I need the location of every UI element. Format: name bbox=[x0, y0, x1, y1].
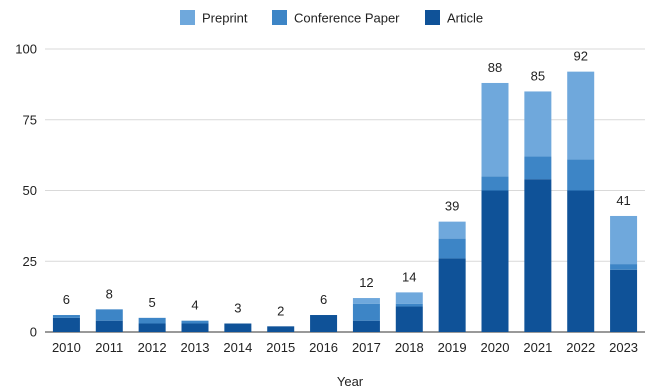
data-label: 39 bbox=[445, 199, 459, 214]
bar-segment bbox=[352, 320, 380, 332]
legend-swatch bbox=[425, 10, 440, 25]
bars bbox=[52, 71, 638, 332]
x-tick-label: 2016 bbox=[309, 340, 338, 355]
x-tick-label: 2011 bbox=[95, 340, 123, 355]
bar-segment bbox=[481, 176, 509, 191]
bar-segment bbox=[524, 156, 552, 180]
data-label: 14 bbox=[402, 269, 416, 284]
bar-segment bbox=[567, 159, 595, 191]
x-axis-ticks: 2010 2011 2012 2013 2014 2015 2016 2017 2018 2019… bbox=[52, 340, 638, 355]
bar-segment bbox=[138, 317, 166, 324]
bar-segment bbox=[481, 190, 509, 332]
x-tick-label: 2015 bbox=[266, 340, 295, 355]
y-tick-label: 0 bbox=[30, 325, 37, 340]
data-label: 12 bbox=[359, 275, 373, 290]
bar-segment bbox=[181, 323, 209, 332]
x-tick-label: 2019 bbox=[438, 340, 467, 355]
data-label: 3 bbox=[234, 301, 241, 316]
bar-segment bbox=[567, 190, 595, 332]
bar-segment bbox=[181, 320, 209, 324]
y-tick-label: 100 bbox=[15, 42, 37, 57]
x-tick-label: 2014 bbox=[223, 340, 252, 355]
bar-segment bbox=[438, 238, 466, 259]
y-tick-label: 75 bbox=[23, 112, 37, 127]
legend: Preprint Conference Paper Article bbox=[180, 10, 483, 26]
bar-segment bbox=[52, 317, 80, 332]
bar-segment bbox=[95, 320, 123, 332]
bar-segment bbox=[395, 292, 423, 304]
legend-label: Article bbox=[447, 11, 483, 26]
x-tick-label: 2012 bbox=[138, 340, 167, 355]
x-tick-label: 2013 bbox=[181, 340, 210, 355]
bar-segment bbox=[524, 179, 552, 332]
legend-label: Conference Paper bbox=[294, 11, 400, 26]
legend-label: Preprint bbox=[202, 11, 248, 26]
bar-segment bbox=[438, 258, 466, 332]
data-label: 6 bbox=[320, 292, 327, 307]
data-label: 92 bbox=[573, 49, 587, 64]
x-tick-label: 2017 bbox=[352, 340, 381, 355]
x-tick-label: 2018 bbox=[395, 340, 424, 355]
data-label: 2 bbox=[277, 303, 284, 318]
x-tick-label: 2023 bbox=[609, 340, 638, 355]
data-label: 6 bbox=[63, 292, 70, 307]
y-tick-label: 50 bbox=[23, 183, 37, 198]
bar-segment bbox=[438, 221, 466, 239]
bar-segment bbox=[95, 309, 123, 321]
x-tick-label: 2010 bbox=[52, 340, 81, 355]
bar-segment bbox=[52, 315, 80, 318]
x-tick-label: 2022 bbox=[566, 340, 595, 355]
data-label: 88 bbox=[488, 60, 502, 75]
bar-segment bbox=[267, 326, 295, 332]
data-label: 41 bbox=[616, 193, 630, 208]
bar-segment bbox=[610, 264, 638, 270]
bar-segment bbox=[138, 323, 166, 332]
bar-segment bbox=[395, 306, 423, 332]
data-label: 85 bbox=[531, 68, 545, 83]
data-label: 4 bbox=[191, 298, 198, 313]
legend-swatch bbox=[180, 10, 195, 25]
bar-segment bbox=[224, 323, 252, 332]
x-axis-title: Year bbox=[337, 374, 364, 389]
legend-swatch bbox=[272, 10, 287, 25]
bar-segment bbox=[610, 269, 638, 332]
bar-segment bbox=[352, 303, 380, 321]
y-axis-ticks: 0 25 50 75 100 bbox=[15, 42, 37, 340]
x-tick-label: 2021 bbox=[523, 340, 552, 355]
bar-segment bbox=[352, 298, 380, 304]
bar-segment bbox=[395, 303, 423, 307]
gridlines bbox=[45, 48, 645, 333]
x-tick-label: 2020 bbox=[481, 340, 510, 355]
bar-segment bbox=[310, 315, 338, 332]
bar-segment bbox=[610, 215, 638, 265]
y-tick-label: 25 bbox=[23, 254, 37, 269]
bar-segment bbox=[567, 71, 595, 160]
bar-segment bbox=[481, 82, 509, 177]
data-label: 8 bbox=[106, 286, 113, 301]
bar-segment bbox=[524, 91, 552, 157]
data-label: 5 bbox=[149, 295, 156, 310]
